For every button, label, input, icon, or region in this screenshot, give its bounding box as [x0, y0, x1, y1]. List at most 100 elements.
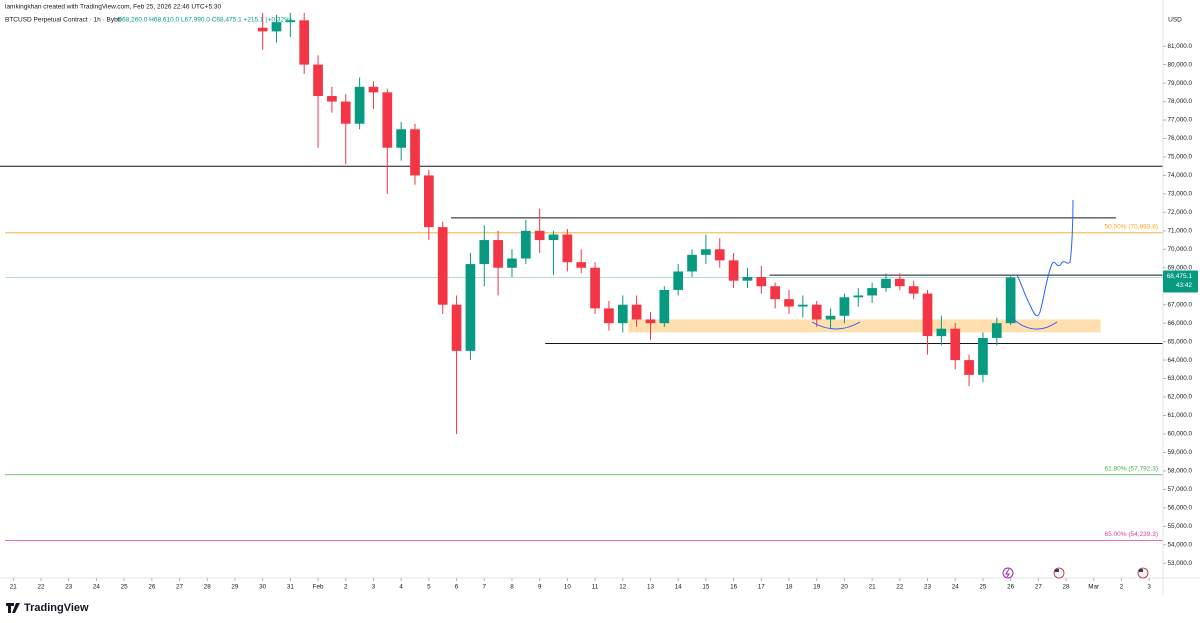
candle-body	[714, 249, 725, 261]
x-tick-label: 9	[538, 584, 542, 591]
candle-body	[493, 240, 503, 268]
y-tick-label: 78,000.0	[1167, 98, 1192, 105]
candle-body	[825, 315, 836, 320]
y-tick-label: 75,000.0	[1167, 154, 1192, 161]
x-tick-label: 3	[372, 584, 376, 591]
candle-body	[410, 129, 420, 176]
y-tick-label: 73,000.0	[1167, 191, 1192, 198]
candle-body	[479, 240, 490, 265]
last-price-box	[1163, 270, 1198, 293]
y-tick-label: 64,000.0	[1167, 357, 1192, 364]
x-tick-label: 3	[1147, 584, 1151, 591]
candle-body	[728, 260, 739, 281]
candle-body	[271, 22, 282, 32]
candle-body	[631, 304, 642, 320]
symbol-title: BTCUSD Perpetual Contract · 1h · Bybit	[5, 17, 121, 24]
fib-label: 61.80% (57,792.3)	[1105, 465, 1158, 472]
y-tick-label: 57,000.0	[1167, 486, 1192, 493]
support-zone	[628, 319, 1101, 333]
candle-body	[659, 289, 670, 324]
candle-body	[645, 319, 656, 324]
candle-body	[520, 230, 531, 259]
y-tick-label: 79,000.0	[1167, 80, 1192, 87]
candle-body	[839, 297, 850, 316]
flag-canton	[1139, 569, 1143, 572]
candle-body	[673, 271, 684, 290]
y-tick-label: 74,000.0	[1167, 172, 1192, 179]
x-tick-label: 22	[896, 584, 904, 591]
x-tick-label: 12	[619, 584, 627, 591]
x-tick-label: 27	[176, 584, 184, 591]
candle-body	[507, 258, 517, 268]
candle-body	[562, 234, 573, 263]
countdown-label: 43:42	[1176, 282, 1193, 289]
y-tick-label: 56,000.0	[1167, 504, 1192, 511]
y-tick-label: 58,000.0	[1167, 468, 1192, 475]
candle-body	[534, 230, 545, 241]
x-tick-label: 21	[10, 584, 18, 591]
x-tick-label: 25	[979, 584, 987, 591]
candle-body	[811, 304, 822, 320]
event-icon[interactable]	[1002, 567, 1014, 579]
x-tick-label: 6	[455, 584, 459, 591]
event-icon-glyph	[1005, 568, 1010, 578]
x-tick-label: 18	[785, 584, 793, 591]
x-tick-label: 22	[38, 584, 46, 591]
x-tick-label: 11	[592, 584, 599, 591]
candle-body	[424, 175, 434, 228]
candle-body	[936, 328, 947, 337]
x-tick-label: 15	[702, 584, 710, 591]
plot-area: 50.00% (70,893.8) 61.80% (57,792.3) 65.00%…	[0, 12, 1163, 541]
candle-body	[770, 286, 781, 300]
brand-name: TradingView	[24, 602, 89, 614]
candle-body	[340, 101, 351, 124]
candle-body	[964, 360, 974, 375]
fib-label: 50.00% (70,893.8)	[1105, 224, 1158, 231]
x-tick-label: 25	[121, 584, 129, 591]
y-tick-label: 81,000.0	[1167, 43, 1192, 50]
fib-label: 65.00% (54,239.3)	[1105, 531, 1158, 538]
x-tick-label: 13	[647, 584, 655, 591]
y-tick-label: 54,000.0	[1167, 541, 1192, 548]
header-credit: lamkingkhan created with TradingView.com…	[5, 4, 222, 11]
candle-body	[285, 20, 296, 23]
candle-body	[354, 86, 365, 124]
candle-body	[617, 304, 628, 324]
x-tick-label: 28	[204, 584, 212, 591]
candle-body	[853, 295, 864, 298]
candle-body	[396, 129, 407, 148]
candle-body	[576, 262, 587, 268]
x-tick-label: Feb	[313, 584, 324, 591]
pattern-arc	[1011, 317, 1058, 330]
y-tick-label: 66,000.0	[1167, 320, 1192, 327]
candle-body	[257, 27, 268, 32]
x-tick-label: 20	[841, 584, 849, 591]
candle-body	[548, 234, 559, 241]
candle-body	[687, 254, 697, 272]
x-tick-label: 7	[483, 584, 487, 591]
y-tick-label: 71,000.0	[1167, 228, 1192, 235]
candle-body	[991, 323, 1002, 338]
pattern-arc	[811, 321, 861, 330]
y-tick-label: 70,000.0	[1167, 246, 1192, 253]
candle-body	[451, 304, 462, 351]
candle-body	[299, 20, 310, 65]
x-tick-label: Mar	[1088, 584, 1099, 591]
y-tick-label: 60,000.0	[1167, 431, 1192, 438]
y-tick-label: 80,000.0	[1167, 61, 1192, 68]
candle-body	[756, 276, 767, 287]
candle-body	[604, 308, 614, 324]
candle-body	[798, 304, 808, 307]
candle-body	[327, 96, 337, 102]
x-tick-label: 27	[1035, 584, 1043, 591]
x-tick-label: 24	[93, 584, 101, 591]
candle-body	[742, 276, 753, 281]
x-tick-label: 23	[924, 584, 932, 591]
candle-body	[950, 328, 961, 361]
x-tick-label: 2	[344, 584, 348, 591]
y-tick-label: 65,000.0	[1167, 338, 1192, 345]
y-tick-label: 72,000.0	[1167, 209, 1192, 216]
x-tick-label: 17	[758, 584, 766, 591]
y-tick-label: 69,000.0	[1167, 264, 1192, 271]
candle-body	[437, 227, 448, 305]
